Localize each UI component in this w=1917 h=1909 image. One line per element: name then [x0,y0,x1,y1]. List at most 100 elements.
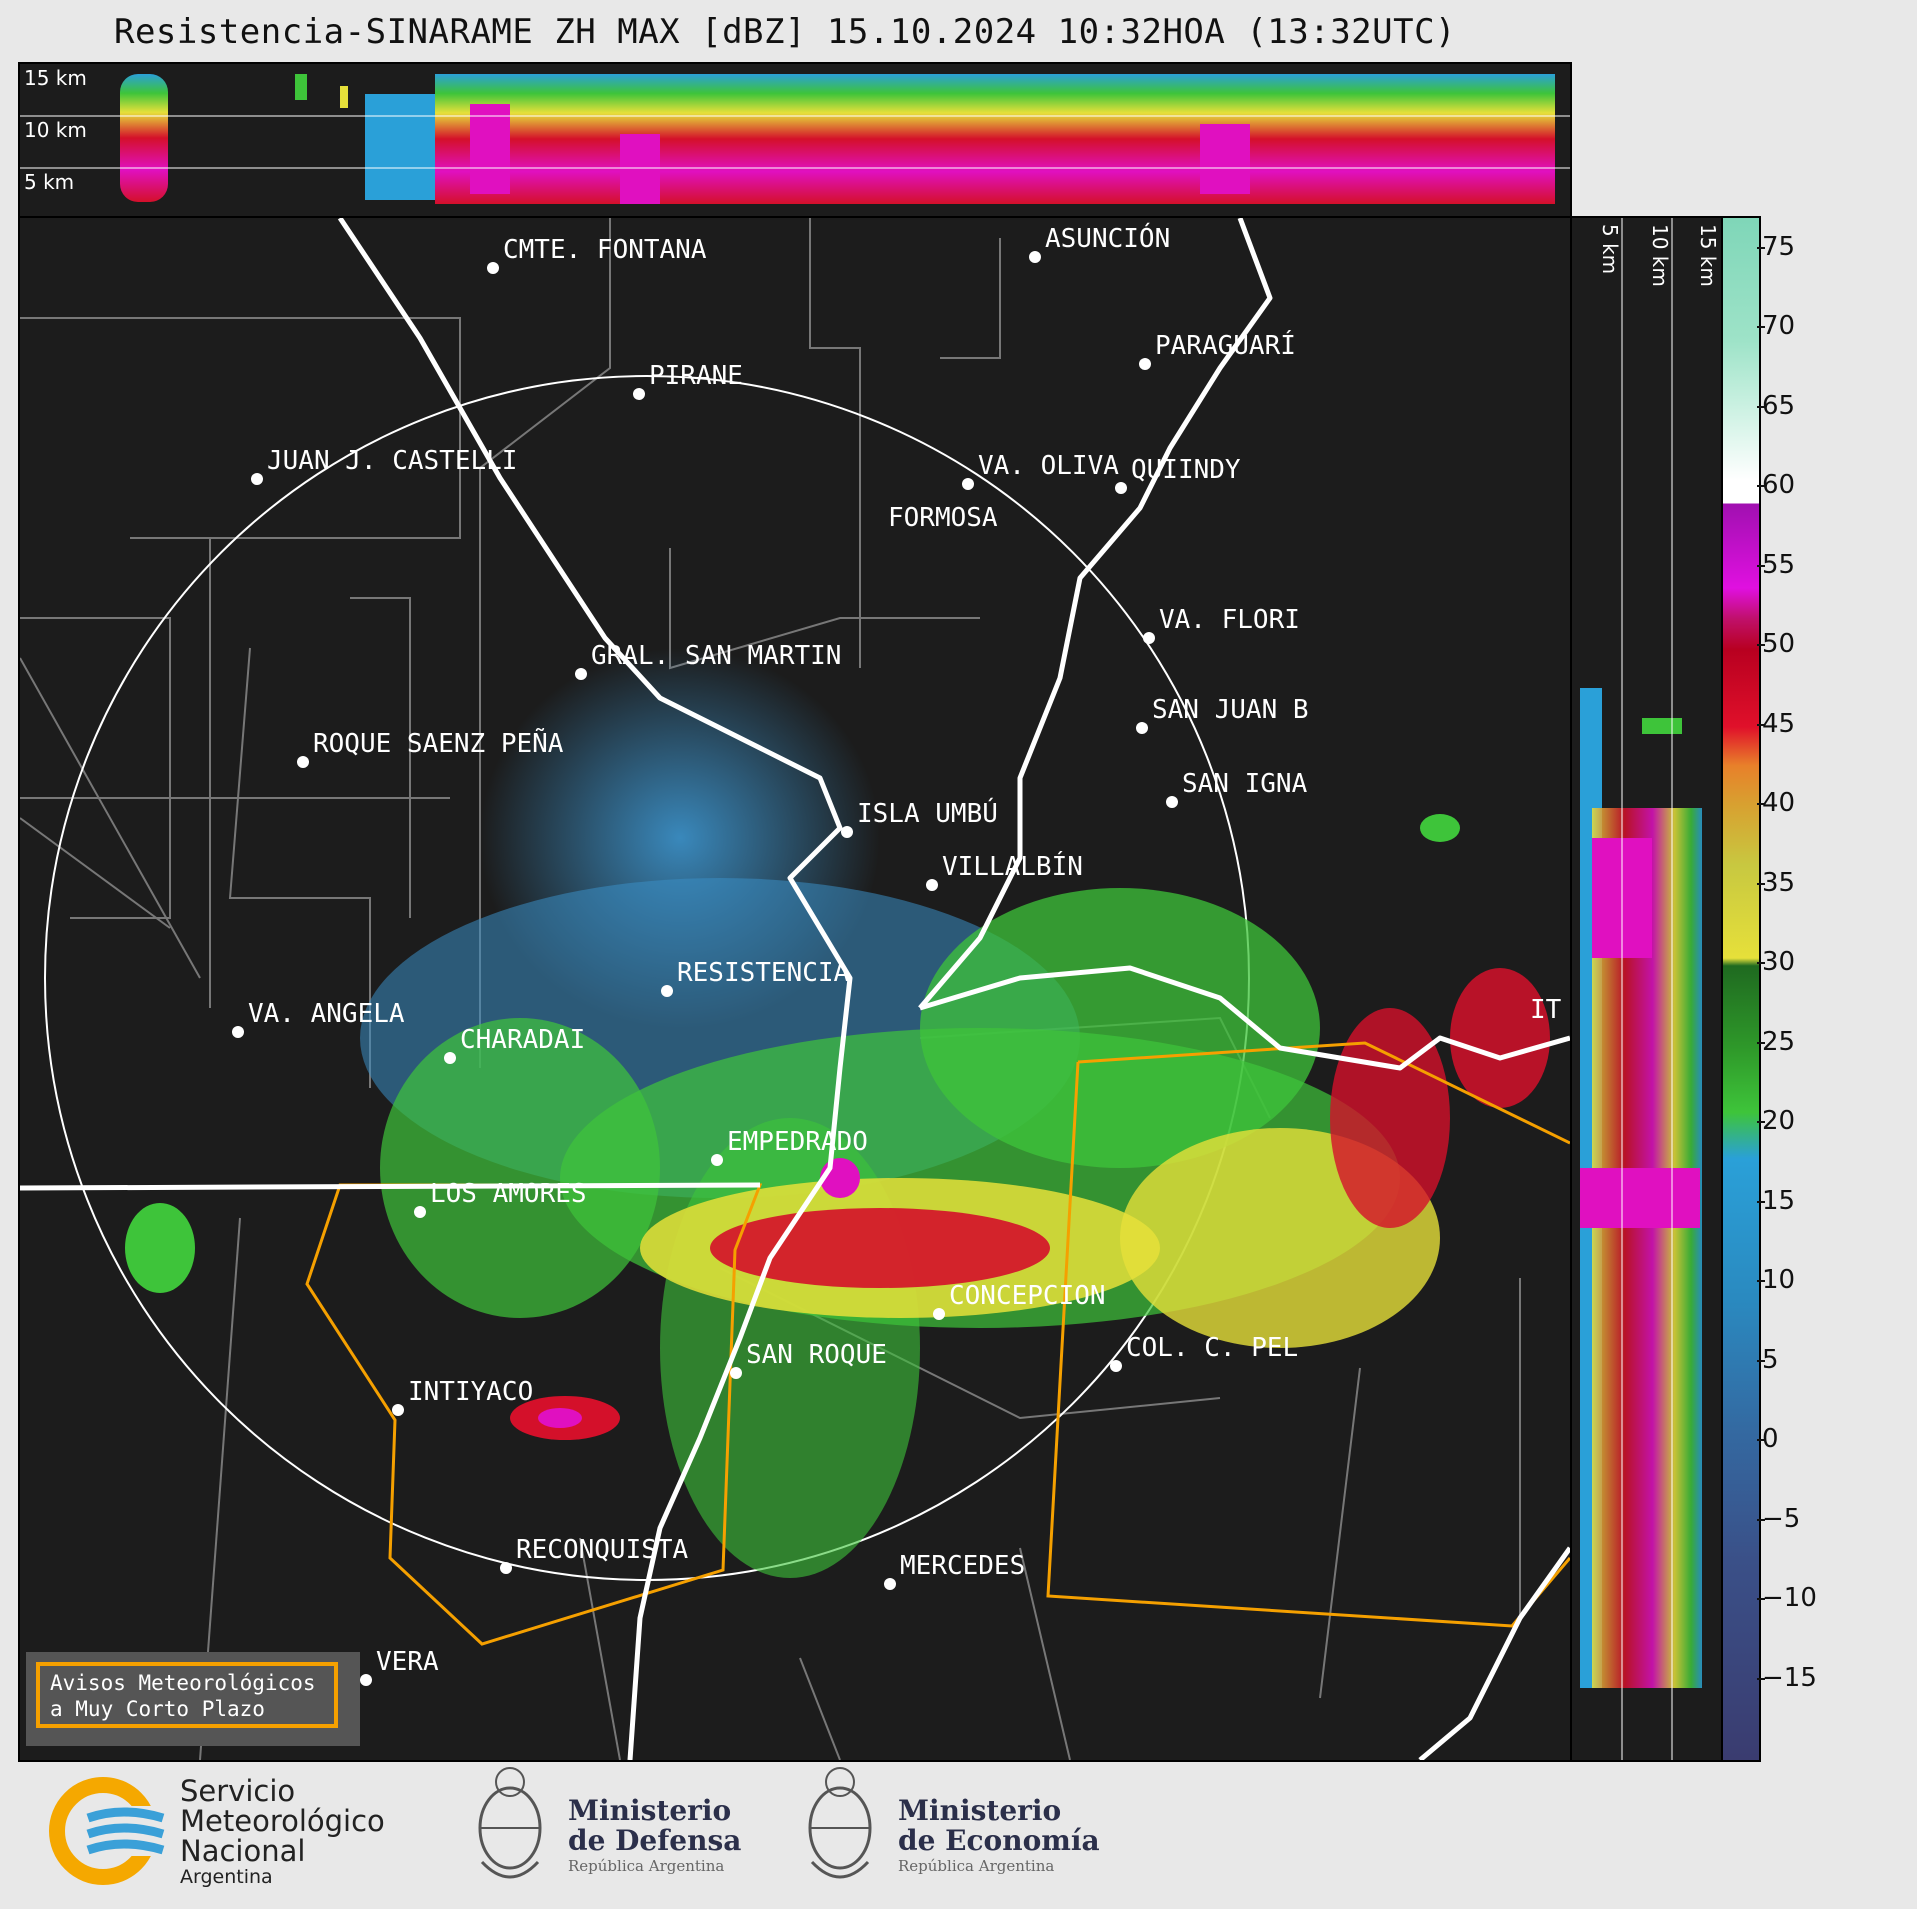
city-label-col-c-pel: COL. C. PEL [1126,1333,1298,1363]
warning-legend-box: Avisos Meteorológicos a Muy Corto Plazo [26,1652,360,1746]
city-label-resistencia: RESISTENCIA [677,958,850,988]
city-label-reconquista: RECONQUISTA [516,1535,689,1565]
colorbar-tick-label: 0 [1762,1424,1779,1455]
economia-coat-of-arms-icon [800,1762,880,1896]
colorbar-tick-mark [1757,405,1765,408]
smn-logo [48,1776,173,1886]
warning-legend-line2: a Muy Corto Plazo [50,1697,265,1721]
city-label-va-flori: VA. FLORI [1159,605,1300,635]
city-label-paraguari: PARAGUARÍ [1155,329,1296,361]
colorbar-tick-label: 35 [1762,867,1796,898]
colorbar-tick-mark [1757,1439,1765,1442]
city-label-los-amores: LOS AMORES [430,1179,587,1209]
top-cross-section-image [20,74,1570,204]
height-label-10km: 10 km [24,118,87,142]
city-label-vera: VERA [376,1647,439,1677]
colorbar-tick-mark [1757,962,1765,965]
colorbar-tick-label: 50 [1762,629,1796,660]
colorbar-tick-mark [1757,485,1765,488]
side-height-label-5km: 5 km [1598,224,1622,275]
defensa-line3: República Argentina [568,1857,725,1875]
colorbar-tick-mark [1757,644,1765,647]
side-height-label-15km: 15 km [1696,224,1720,287]
city-label-san-igna: SAN IGNA [1182,769,1308,799]
economia-line2: de Economía [898,1824,1100,1857]
colorbar-tick-label: 55 [1762,549,1796,580]
city-label-quiindy: QUIINDY [1131,455,1241,485]
department-boundaries [20,218,1521,1760]
colorbar-tick-label: 45 [1762,708,1796,739]
colorbar-tick-mark [1757,723,1765,726]
colorbar-tick-label: −10 [1762,1583,1817,1614]
radar-map: CMTE. FONTANA ASUNCIÓN PIRANE PARAGUARÍ … [20,218,1570,1760]
colorbar-tick-mark [1757,1677,1765,1680]
side-cross-section-image [1580,218,1702,1760]
colorbar-tick-label: 70 [1762,311,1796,342]
colorbar-tick-mark [1757,1598,1765,1601]
colorbar-gradient [1723,218,1759,1760]
colorbar-tick-label: 25 [1762,1026,1796,1057]
radar-map-panel: CMTE. FONTANA ASUNCIÓN PIRANE PARAGUARÍ … [18,216,1572,1762]
height-label-15km: 15 km [24,66,87,90]
city-label-pirane: PIRANE [649,361,743,391]
colorbar-tick-label: 15 [1762,1185,1796,1216]
colorbar-tick-mark [1757,803,1765,806]
city-markers [232,251,1178,1686]
city-label-va-oliva: VA. OLIVA [978,451,1119,481]
colorbar-tick-mark [1757,326,1765,329]
colorbar-tick-label: 40 [1762,788,1796,819]
height-label-5km: 5 km [24,170,75,194]
city-label-asuncion: ASUNCIÓN [1045,222,1170,254]
colorbar-tick-label: 10 [1762,1265,1796,1296]
top-cross-section-panel: 15 km 10 km 5 km [18,62,1572,218]
city-label-villalbin: VILLALBÍN [942,850,1083,882]
colorbar-tick-mark [1757,1121,1765,1124]
city-label-formosa: FORMOSA [888,503,998,533]
colorbar-tick-mark [1757,1041,1765,1044]
colorbar-tick-mark [1757,1518,1765,1521]
economia-line1: Ministerio [898,1794,1062,1827]
city-label-mercedes: MERCEDES [900,1551,1025,1581]
colorbar-tick-label: −5 [1762,1503,1801,1534]
smn-name-line1: Servicio [180,1774,296,1808]
side-height-label-10km: 10 km [1648,224,1672,287]
colorbar-tick-label: 20 [1762,1106,1796,1137]
city-label-charadai: CHARADAI [460,1025,585,1055]
side-cross-section-panel: 5 km 10 km 15 km [1570,216,1724,1762]
city-label-cmte-fontana: CMTE. FONTANA [503,235,707,265]
city-label-san-roque: SAN ROQUE [746,1340,887,1370]
colorbar-tick-mark [1757,882,1765,885]
city-label-juan-j-castelli: JUAN J. CASTELLI [267,446,517,476]
colorbar-tick-label: −15 [1762,1662,1817,1693]
economia-line3: República Argentina [898,1857,1055,1875]
colorbar-tick-label: 30 [1762,947,1796,978]
warning-legend-line1: Avisos Meteorológicos [50,1671,316,1695]
city-label-intiyaco: INTIYACO [408,1377,533,1407]
colorbar-tick-mark [1757,246,1765,249]
city-label-isla-umbu: ISLA UMBÚ [857,797,998,829]
city-label-va-angela: VA. ANGELA [248,999,405,1029]
city-label-gral-san-martin: GRAL. SAN MARTIN [591,641,841,671]
colorbar-tick-label: 65 [1762,390,1796,421]
city-label-roque-saenz-pena: ROQUE SAENZ PEÑA [313,727,564,759]
smn-name-line3: Nacional [180,1834,306,1868]
defensa-coat-of-arms-icon [470,1762,550,1896]
colorbar-tick-mark [1757,1200,1765,1203]
country-borders [20,218,1570,1760]
city-label-san-juan-b: SAN JUAN B [1152,695,1309,725]
smn-logo-icon [49,1777,173,1885]
colorbar-tick-label: 75 [1762,231,1796,262]
city-label-it: IT [1530,995,1562,1025]
colorbar-tick-mark [1757,564,1765,567]
page-title: Resistencia-SINARAME ZH MAX [dBZ] 15.10.… [113,12,1457,52]
warning-legend-frame: Avisos Meteorológicos a Muy Corto Plazo [36,1662,338,1728]
colorbar-tick-label: 5 [1762,1344,1779,1375]
colorbar-tick-mark [1757,1280,1765,1283]
defensa-line2: de Defensa [568,1824,742,1857]
city-label-concepcion: CONCEPCION [949,1281,1106,1311]
colorbar-tick-label: 60 [1762,470,1796,501]
colorbar-tick-mark [1757,1359,1765,1362]
smn-name-line2: Meteorológico [180,1804,385,1838]
city-label-empedrado: EMPEDRADO [727,1127,868,1157]
defensa-line1: Ministerio [568,1794,732,1827]
